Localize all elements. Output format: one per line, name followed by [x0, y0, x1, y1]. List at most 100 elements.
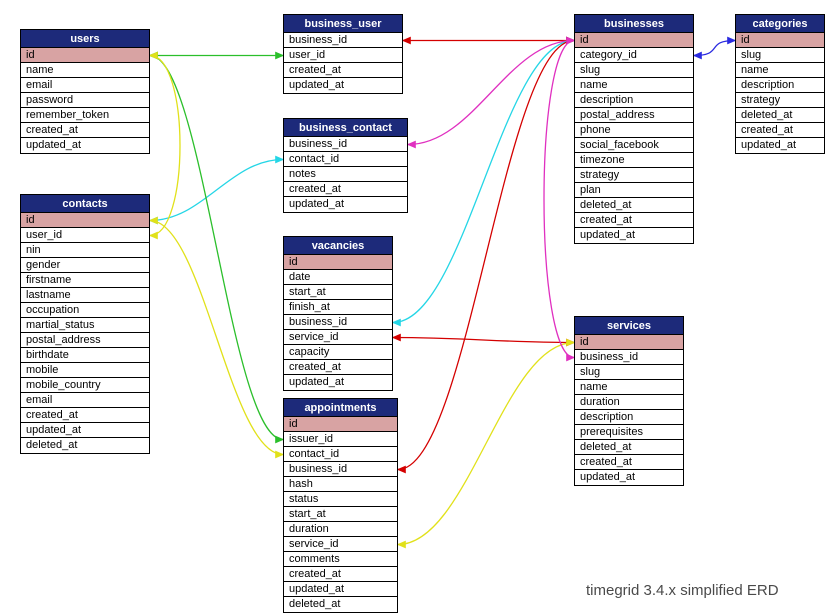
edge-contacts.user_id-to-users.id: [150, 56, 180, 236]
column-users-id: id: [21, 48, 149, 63]
column-contacts-mobile_country: mobile_country: [21, 378, 149, 393]
column-appointments-contact_id: contact_id: [284, 447, 397, 462]
column-users-name: name: [21, 63, 149, 78]
column-business_user-user_id: user_id: [284, 48, 402, 63]
column-appointments-updated_at: updated_at: [284, 582, 397, 597]
column-vacancies-created_at: created_at: [284, 360, 392, 375]
column-businesses-created_at: created_at: [575, 213, 693, 228]
column-business_user-business_id: business_id: [284, 33, 402, 48]
edge-services.business_id-to-businesses.id: [544, 41, 574, 358]
table-appointments: appointmentsidissuer_idcontact_idbusines…: [283, 398, 398, 613]
column-categories-created_at: created_at: [736, 123, 824, 138]
table-header-services: services: [575, 317, 683, 335]
edge-appointments.business_id-to-businesses.id: [398, 41, 574, 470]
column-users-created_at: created_at: [21, 123, 149, 138]
column-contacts-deleted_at: deleted_at: [21, 438, 149, 453]
column-businesses-phone: phone: [575, 123, 693, 138]
column-contacts-email: email: [21, 393, 149, 408]
column-services-name: name: [575, 380, 683, 395]
column-contacts-created_at: created_at: [21, 408, 149, 423]
column-categories-strategy: strategy: [736, 93, 824, 108]
edge-business_contact.contact_id-to-contacts.id: [150, 160, 283, 221]
column-business_user-updated_at: updated_at: [284, 78, 402, 93]
table-header-users: users: [21, 30, 149, 48]
table-header-appointments: appointments: [284, 399, 397, 417]
column-appointments-hash: hash: [284, 477, 397, 492]
column-contacts-occupation: occupation: [21, 303, 149, 318]
column-users-password: password: [21, 93, 149, 108]
column-contacts-lastname: lastname: [21, 288, 149, 303]
diagram-caption: timegrid 3.4.x simplified ERD: [586, 582, 779, 599]
table-header-categories: categories: [736, 15, 824, 33]
edge-businesses.category_id-to-categories.id: [694, 41, 735, 56]
column-categories-id: id: [736, 33, 824, 48]
column-contacts-updated_at: updated_at: [21, 423, 149, 438]
column-categories-updated_at: updated_at: [736, 138, 824, 153]
column-business_contact-business_id: business_id: [284, 137, 407, 152]
column-vacancies-service_id: service_id: [284, 330, 392, 345]
column-categories-slug: slug: [736, 48, 824, 63]
table-header-business_user: business_user: [284, 15, 402, 33]
column-users-updated_at: updated_at: [21, 138, 149, 153]
column-vacancies-business_id: business_id: [284, 315, 392, 330]
table-business_contact: business_contactbusiness_idcontact_idnot…: [283, 118, 408, 213]
column-vacancies-finish_at: finish_at: [284, 300, 392, 315]
column-contacts-birthdate: birthdate: [21, 348, 149, 363]
column-appointments-business_id: business_id: [284, 462, 397, 477]
column-appointments-status: status: [284, 492, 397, 507]
column-business_contact-created_at: created_at: [284, 182, 407, 197]
column-businesses-postal_address: postal_address: [575, 108, 693, 123]
column-contacts-postal_address: postal_address: [21, 333, 149, 348]
column-appointments-id: id: [284, 417, 397, 432]
column-contacts-firstname: firstname: [21, 273, 149, 288]
column-services-updated_at: updated_at: [575, 470, 683, 485]
table-vacancies: vacanciesiddatestart_atfinish_atbusiness…: [283, 236, 393, 391]
column-users-remember_token: remember_token: [21, 108, 149, 123]
column-services-duration: duration: [575, 395, 683, 410]
column-contacts-martial_status: martial_status: [21, 318, 149, 333]
column-categories-name: name: [736, 63, 824, 78]
column-businesses-name: name: [575, 78, 693, 93]
table-categories: categoriesidslugnamedescriptionstrategyd…: [735, 14, 825, 154]
column-appointments-deleted_at: deleted_at: [284, 597, 397, 612]
edge-appointments.contact_id-to-contacts.id: [150, 221, 283, 455]
column-vacancies-updated_at: updated_at: [284, 375, 392, 390]
table-header-businesses: businesses: [575, 15, 693, 33]
column-appointments-duration: duration: [284, 522, 397, 537]
column-users-email: email: [21, 78, 149, 93]
table-services: servicesidbusiness_idslugnamedurationdes…: [574, 316, 684, 486]
column-businesses-plan: plan: [575, 183, 693, 198]
column-services-id: id: [575, 335, 683, 350]
column-services-slug: slug: [575, 365, 683, 380]
column-vacancies-id: id: [284, 255, 392, 270]
column-businesses-slug: slug: [575, 63, 693, 78]
edge-appointments.issuer_id-to-users.id: [150, 56, 283, 440]
column-business_user-created_at: created_at: [284, 63, 402, 78]
column-services-description: description: [575, 410, 683, 425]
column-services-created_at: created_at: [575, 455, 683, 470]
column-appointments-comments: comments: [284, 552, 397, 567]
column-appointments-start_at: start_at: [284, 507, 397, 522]
table-business_user: business_userbusiness_iduser_idcreated_a…: [283, 14, 403, 94]
edge-appointments.service_id-to-services.id: [398, 343, 574, 545]
column-business_contact-updated_at: updated_at: [284, 197, 407, 212]
column-businesses-updated_at: updated_at: [575, 228, 693, 243]
table-users: usersidnameemailpasswordremember_tokencr…: [20, 29, 150, 154]
column-services-prerequisites: prerequisites: [575, 425, 683, 440]
column-vacancies-date: date: [284, 270, 392, 285]
column-categories-description: description: [736, 78, 824, 93]
column-businesses-deleted_at: deleted_at: [575, 198, 693, 213]
column-businesses-id: id: [575, 33, 693, 48]
column-contacts-user_id: user_id: [21, 228, 149, 243]
column-businesses-timezone: timezone: [575, 153, 693, 168]
column-categories-deleted_at: deleted_at: [736, 108, 824, 123]
column-services-business_id: business_id: [575, 350, 683, 365]
column-contacts-gender: gender: [21, 258, 149, 273]
table-businesses: businessesidcategory_idslugnamedescripti…: [574, 14, 694, 244]
table-contacts: contactsiduser_idningenderfirstnamelastn…: [20, 194, 150, 454]
column-appointments-service_id: service_id: [284, 537, 397, 552]
column-contacts-mobile: mobile: [21, 363, 149, 378]
column-business_contact-contact_id: contact_id: [284, 152, 407, 167]
edge-vacancies.service_id-to-services.id: [393, 338, 574, 343]
edge-vacancies.business_id-to-businesses.id: [393, 41, 574, 323]
